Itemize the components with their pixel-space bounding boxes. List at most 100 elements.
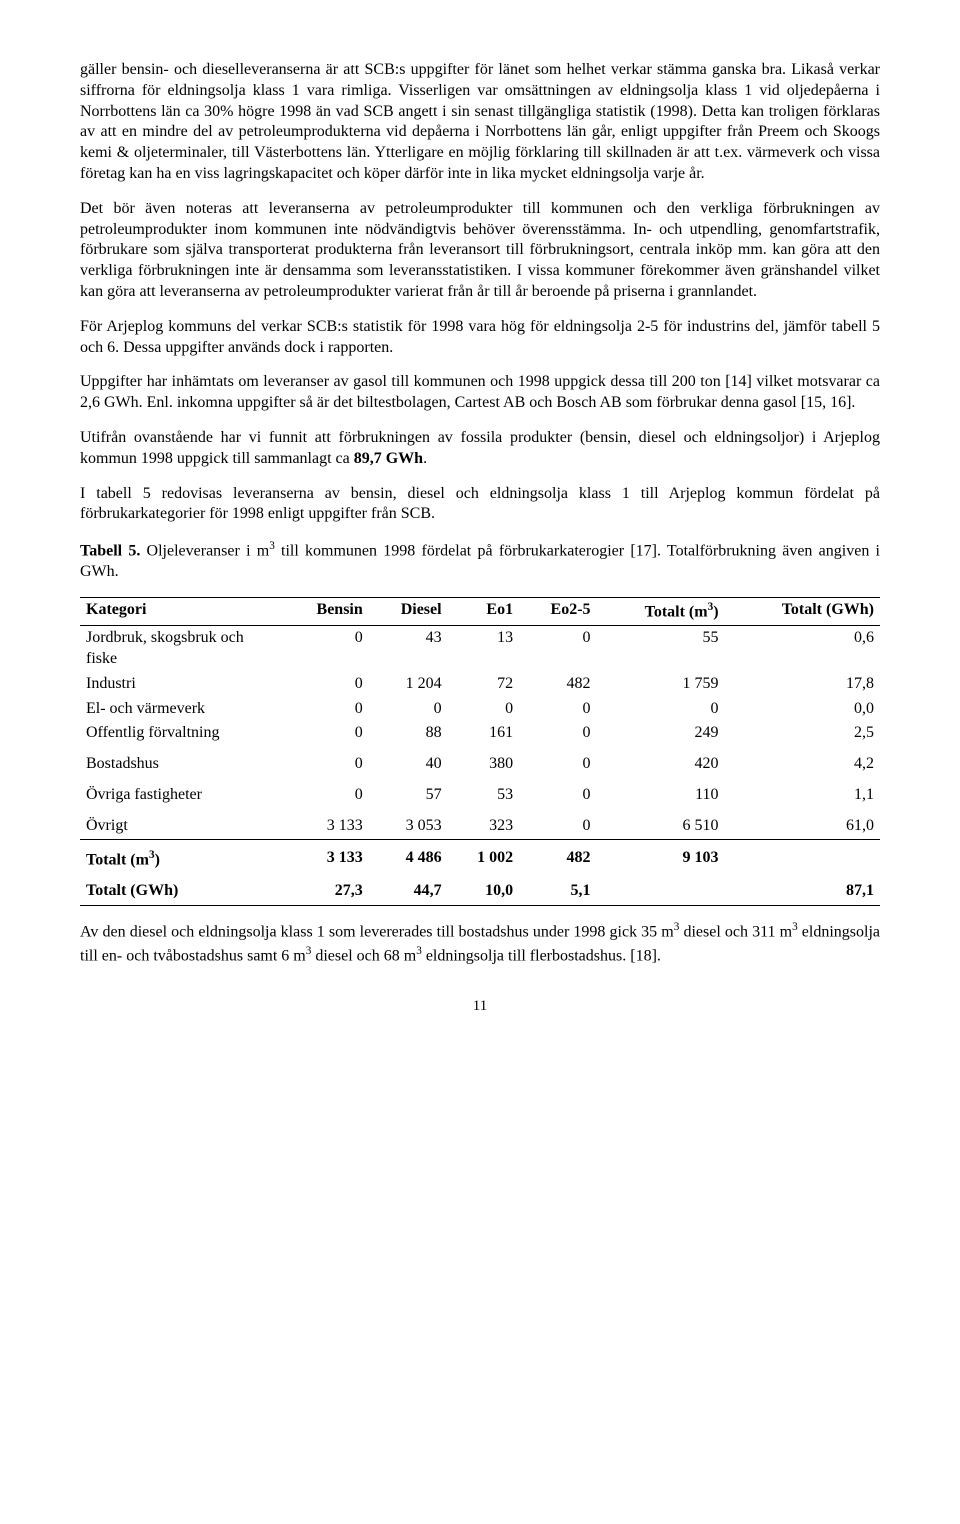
table-row: Offentlig förvaltning 0 88 161 0 249 2,5 bbox=[80, 721, 880, 746]
p-after-a: Av den diesel och eldningsolja klass 1 s… bbox=[80, 924, 674, 941]
table-cell: Bostadshus bbox=[80, 746, 282, 777]
table-cell: 0 bbox=[597, 697, 725, 722]
paragraph-6: I tabell 5 redovisas leveranserna av ben… bbox=[80, 484, 880, 526]
paragraph-5-text-c: . bbox=[423, 450, 427, 467]
table-cell: 44,7 bbox=[369, 873, 448, 906]
table-cell: 249 bbox=[597, 721, 725, 746]
page-number: 11 bbox=[80, 997, 880, 1017]
paragraph-3: För Arjeplog kommuns del verkar SCB:s st… bbox=[80, 317, 880, 359]
paragraph-5: Utifrån ovanstående har vi funnit att fö… bbox=[80, 428, 880, 470]
table-cell: 4 486 bbox=[369, 839, 448, 873]
table-cell: Totalt (GWh) bbox=[80, 873, 282, 906]
paragraph-5-text-a: Utifrån ovanstående har vi funnit att fö… bbox=[80, 429, 880, 467]
table-cell: 1 759 bbox=[597, 672, 725, 697]
table-header-eo25: Eo2-5 bbox=[519, 598, 596, 626]
table-cell: 10,0 bbox=[448, 873, 520, 906]
table-cell: 53 bbox=[448, 777, 520, 808]
table-cell: 40 bbox=[369, 746, 448, 777]
table-cell: 43 bbox=[369, 626, 448, 672]
table-cell: 482 bbox=[519, 672, 596, 697]
table-cell: 0 bbox=[519, 808, 596, 839]
table-cell: 1,1 bbox=[725, 777, 880, 808]
p-after-d: diesel och 68 m bbox=[311, 947, 416, 964]
table-cell: 161 bbox=[448, 721, 520, 746]
table-row: Industri 0 1 204 72 482 1 759 17,8 bbox=[80, 672, 880, 697]
p-after-b: diesel och 311 m bbox=[679, 924, 792, 941]
table-cell: 6 510 bbox=[597, 808, 725, 839]
table-row: Bostadshus 0 40 380 0 420 4,2 bbox=[80, 746, 880, 777]
table-cell: 380 bbox=[448, 746, 520, 777]
table-cell: 0 bbox=[519, 777, 596, 808]
table-cell: 13 bbox=[448, 626, 520, 672]
table-header-totalt-m3-b: ) bbox=[713, 603, 718, 620]
table-header-totalt-m3-a: Totalt (m bbox=[645, 603, 708, 620]
table-cell: 0 bbox=[519, 746, 596, 777]
table-cell: 0 bbox=[282, 672, 369, 697]
table-cell: Jordbruk, skogsbruk och fiske bbox=[80, 626, 282, 672]
table-cell: 87,1 bbox=[725, 873, 880, 906]
table-row: Övriga fastigheter 0 57 53 0 110 1,1 bbox=[80, 777, 880, 808]
table-caption: Tabell 5. Oljeleveranser i m3 till kommu… bbox=[80, 539, 880, 583]
table-header-totalt-m3: Totalt (m3) bbox=[597, 598, 725, 626]
table-caption-text-b: Oljeleveranser i m bbox=[140, 542, 269, 559]
table-row: Jordbruk, skogsbruk och fiske 0 43 13 0 … bbox=[80, 626, 880, 672]
table-cell: 57 bbox=[369, 777, 448, 808]
table-cell: 420 bbox=[597, 746, 725, 777]
table-cell: Offentlig förvaltning bbox=[80, 721, 282, 746]
table-cell: 0 bbox=[519, 721, 596, 746]
table-cell: 0 bbox=[282, 697, 369, 722]
table-header-totalt-gwh: Totalt (GWh) bbox=[725, 598, 880, 626]
table-cell: 0 bbox=[448, 697, 520, 722]
table-cell: 3 133 bbox=[282, 808, 369, 839]
table-cell: 0 bbox=[369, 697, 448, 722]
table-cell: 110 bbox=[597, 777, 725, 808]
table-cell: 482 bbox=[519, 839, 596, 873]
table-cell: 55 bbox=[597, 626, 725, 672]
table-cell: 17,8 bbox=[725, 672, 880, 697]
table-cell: 88 bbox=[369, 721, 448, 746]
table-cell: Övriga fastigheter bbox=[80, 777, 282, 808]
table-caption-label: Tabell 5. bbox=[80, 542, 140, 559]
table-cell bbox=[725, 839, 880, 873]
table-cell: 3 133 bbox=[282, 839, 369, 873]
table-row: El- och värmeverk 0 0 0 0 0 0,0 bbox=[80, 697, 880, 722]
table-cell: 0 bbox=[282, 746, 369, 777]
table-cell: 2,5 bbox=[725, 721, 880, 746]
total-m3-label-a: Totalt (m bbox=[86, 851, 149, 868]
table-header-eo1: Eo1 bbox=[448, 598, 520, 626]
paragraph-4: Uppgifter har inhämtats om leveranser av… bbox=[80, 372, 880, 414]
table-cell: Övrigt bbox=[80, 808, 282, 839]
table-row: Övrigt 3 133 3 053 323 0 6 510 61,0 bbox=[80, 808, 880, 839]
table-header-bensin: Bensin bbox=[282, 598, 369, 626]
table-header-diesel: Diesel bbox=[369, 598, 448, 626]
table-cell: 0 bbox=[282, 777, 369, 808]
table-cell: 0,6 bbox=[725, 626, 880, 672]
table-cell: 0 bbox=[519, 626, 596, 672]
table-header-kategori: Kategori bbox=[80, 598, 282, 626]
paragraph-2: Det bör även noteras att leveranserna av… bbox=[80, 199, 880, 303]
table-cell: 0 bbox=[282, 626, 369, 672]
table-cell: Totalt (m3) bbox=[80, 839, 282, 873]
table-cell: 323 bbox=[448, 808, 520, 839]
table-cell: 9 103 bbox=[597, 839, 725, 873]
table-cell bbox=[597, 873, 725, 906]
table-row-total-m3: Totalt (m3) 3 133 4 486 1 002 482 9 103 bbox=[80, 839, 880, 873]
table-cell: 61,0 bbox=[725, 808, 880, 839]
table-header-row: Kategori Bensin Diesel Eo1 Eo2-5 Totalt … bbox=[80, 598, 880, 626]
table-cell: 27,3 bbox=[282, 873, 369, 906]
paragraph-1: gäller bensin- och dieselleveranserna är… bbox=[80, 60, 880, 185]
paragraph-after-table: Av den diesel och eldningsolja klass 1 s… bbox=[80, 920, 880, 966]
paragraph-5-bold: 89,7 GWh bbox=[354, 450, 423, 467]
table-cell: Industri bbox=[80, 672, 282, 697]
table-cell: 4,2 bbox=[725, 746, 880, 777]
table-cell: 1 204 bbox=[369, 672, 448, 697]
table-cell: 5,1 bbox=[519, 873, 596, 906]
total-m3-label-b: ) bbox=[155, 851, 160, 868]
p-after-e: eldningsolja till flerbostadshus. [18]. bbox=[422, 947, 661, 964]
table-row-total-gwh: Totalt (GWh) 27,3 44,7 10,0 5,1 87,1 bbox=[80, 873, 880, 906]
oil-delivery-table: Kategori Bensin Diesel Eo1 Eo2-5 Totalt … bbox=[80, 597, 880, 906]
table-cell: El- och värmeverk bbox=[80, 697, 282, 722]
table-cell: 0 bbox=[282, 721, 369, 746]
table-cell: 1 002 bbox=[448, 839, 520, 873]
table-cell: 72 bbox=[448, 672, 520, 697]
